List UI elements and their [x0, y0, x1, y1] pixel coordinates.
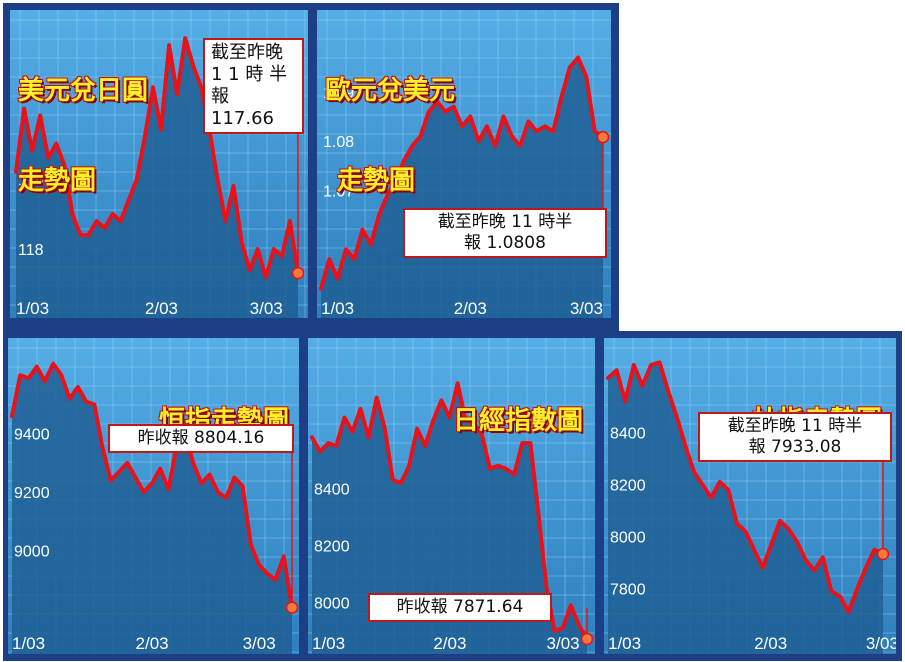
- eurusd-title-line-2: 走勢圖: [336, 165, 416, 196]
- usdjpy-callout-line-2: 1 1 時 半: [211, 64, 288, 85]
- last-value-marker: [876, 547, 890, 561]
- hsi-chart-title: 恒指走勢圖: [158, 346, 289, 496]
- last-value-marker: [596, 130, 610, 144]
- series-line: [10, 361, 294, 610]
- eurusd-callout: 截至昨晚 11 時半 報 1.0808: [403, 208, 607, 258]
- x-tick-label: 1/03: [608, 634, 641, 653]
- usdjpy-callout-line-1: 截至昨晚: [211, 42, 283, 63]
- series-area: [12, 363, 292, 654]
- y-tick-label: 119: [18, 172, 44, 189]
- y-tick-label: 1.07: [323, 183, 354, 200]
- nikkei-chart: 8400 8200 8000 1/03 2/03 3/03: [308, 338, 595, 654]
- usdjpy-title-line-1: 美元兌日圓: [17, 75, 149, 106]
- usdjpy-callout-line-3: 報 117.66: [211, 86, 274, 129]
- y-tick-label: 8200: [314, 539, 350, 556]
- dow-callout: 截至昨晚 11 時半 報 7933.08: [698, 412, 892, 462]
- x-tick-label: 3/03: [250, 299, 283, 318]
- y-tick-label: 118: [18, 242, 44, 259]
- usdjpy-chart: 119 118 1/03 2/03 3/03: [10, 10, 308, 318]
- x-tick-label: 2/03: [433, 634, 466, 653]
- y-tick-label: 8000: [610, 530, 646, 547]
- nikkei-title-line-1: 日經指數圖: [452, 405, 583, 436]
- series-line: [310, 381, 589, 641]
- series-area: [608, 362, 883, 654]
- nikkei-callout: 昨收報 7871.64: [368, 593, 552, 622]
- y-tick-label: 1.09: [323, 85, 354, 102]
- x-tick-label: 3/03: [866, 634, 896, 653]
- usdjpy-chart-title: 美元兌日圓 走勢圖: [17, 16, 149, 256]
- usdjpy-chart-panel: 119 118 1/03 2/03 3/03 美元兌日圓 走勢圖 截至昨晚 1 1 時 …: [10, 10, 308, 318]
- eurusd-chart-title: 歐元兌美元 走勢圖: [324, 16, 456, 256]
- dow-callout-line-1: 截至昨晚 11 時半: [727, 416, 863, 436]
- nikkei-callout-line-1: 昨收報 7871.64: [396, 597, 524, 617]
- y-tick-label: 1.08: [323, 134, 354, 151]
- usdjpy-title-line-2: 走勢圖: [17, 165, 97, 196]
- dow-callout-line-2: 報 7933.08: [748, 437, 842, 457]
- y-tick-label: 7800: [610, 582, 646, 599]
- series-line: [319, 55, 605, 291]
- eurusd-title-line-1: 歐元兌美元: [324, 75, 456, 106]
- y-tick-label: 8000: [314, 595, 350, 612]
- series-area: [16, 38, 298, 318]
- last-value-marker: [285, 601, 299, 614]
- x-tick-label: 3/03: [243, 634, 276, 653]
- series-area: [312, 383, 587, 654]
- nikkei-chart-title: 日經指數圖: [452, 346, 583, 496]
- series-line: [606, 360, 885, 614]
- last-value-marker: [580, 632, 594, 646]
- hsi-callout: 昨收報 8804.16: [108, 424, 294, 453]
- y-tick-label: 8400: [610, 426, 646, 443]
- eurusd-callout-line-1: 截至昨晚 11 時半: [437, 212, 573, 232]
- eurusd-callout-line-2: 報 1.0808: [464, 233, 546, 253]
- hsi-chart-panel: 9400 9200 9000 1/03 2/03 3/03 恒指走勢圖 昨收報 8804.…: [8, 338, 299, 654]
- y-tick-label: 9200: [14, 485, 50, 502]
- usdjpy-callout: 截至昨晚 1 1 時 半 報 117.66: [203, 38, 304, 134]
- hsi-callout-line-1: 昨收報 8804.16: [137, 428, 265, 448]
- x-tick-label: 2/03: [136, 634, 169, 653]
- y-tick-label: 9000: [14, 543, 50, 560]
- y-tick-label: 9400: [14, 427, 50, 444]
- eurusd-chart-panel: 1.09 1.08 1.07 1/03 2/03 3/03 歐元兌美元 走勢圖 截至昨晚 …: [317, 10, 611, 318]
- x-tick-label: 1/03: [321, 299, 354, 318]
- nikkei-chart-panel: 8400 8200 8000 1/03 2/03 3/03 日經指數圖 昨收報 7871.…: [308, 338, 595, 654]
- series-line: [14, 36, 300, 280]
- x-tick-label: 3/03: [570, 299, 603, 318]
- x-tick-label: 2/03: [145, 299, 178, 318]
- y-tick-label: 8200: [610, 478, 646, 495]
- x-tick-label: 2/03: [454, 299, 487, 318]
- x-tick-label: 2/03: [754, 634, 787, 653]
- x-tick-label: 1/03: [16, 299, 49, 318]
- last-value-marker: [291, 266, 305, 280]
- x-tick-label: 1/03: [312, 634, 345, 653]
- x-tick-label: 3/03: [547, 634, 580, 653]
- y-tick-label: 8400: [314, 482, 350, 499]
- x-tick-label: 1/03: [12, 634, 45, 653]
- hsi-chart: 9400 9200 9000 1/03 2/03 3/03: [8, 338, 299, 654]
